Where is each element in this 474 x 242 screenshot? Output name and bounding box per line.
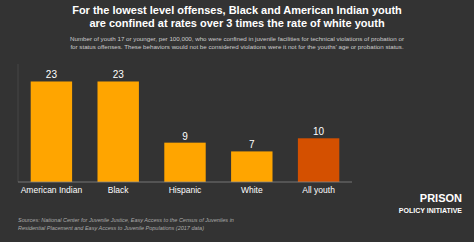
x-tick-label: Black bbox=[108, 185, 130, 195]
x-tick-label: White bbox=[241, 185, 263, 195]
logo: PRISON bbox=[420, 192, 462, 204]
subtitle: for status offenses. These behaviors wou… bbox=[70, 43, 403, 50]
chart: For the lowest level offenses, Black and… bbox=[0, 0, 474, 242]
data-label: 23 bbox=[113, 69, 125, 80]
x-tick-label: American Indian bbox=[21, 185, 83, 195]
bar bbox=[298, 138, 339, 182]
x-tick-label: All youth bbox=[302, 185, 335, 195]
bar bbox=[164, 143, 205, 182]
subtitle: Number of youth 17 or younger, per 100,0… bbox=[70, 35, 404, 42]
title: are confined at rates over 3 times the r… bbox=[89, 17, 385, 29]
bars bbox=[31, 81, 340, 182]
x-tick-label: Hispanic bbox=[169, 185, 202, 195]
title: For the lowest level offenses, Black and… bbox=[72, 4, 402, 16]
bar bbox=[97, 81, 138, 182]
logo: POLICY INITIATIVE bbox=[399, 207, 462, 214]
background bbox=[0, 0, 474, 242]
bar bbox=[31, 81, 72, 182]
data-label: 10 bbox=[313, 126, 325, 137]
source: Sources: National Center for Juvenile Ju… bbox=[18, 217, 234, 223]
baseline bbox=[18, 182, 352, 183]
data-label: 9 bbox=[182, 131, 188, 142]
bar bbox=[231, 151, 272, 182]
data-label: 23 bbox=[46, 69, 58, 80]
source: Residential Placement and Easy Access to… bbox=[18, 225, 204, 231]
y-axis-line bbox=[18, 64, 19, 182]
data-label: 7 bbox=[249, 139, 255, 150]
